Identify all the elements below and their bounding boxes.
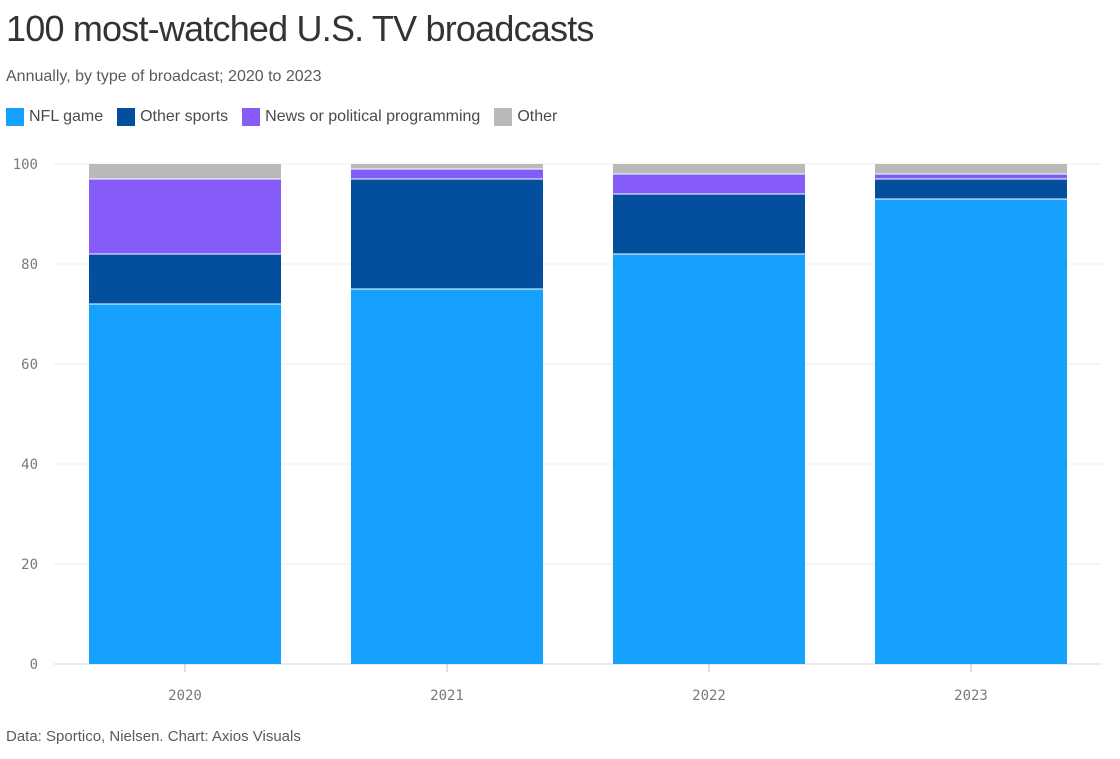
bar-2021-series-3 <box>351 164 543 169</box>
bar-2021-series-1 <box>351 179 543 289</box>
x-tick-label-2022: 2022 <box>692 688 726 704</box>
legend-swatch-news-political <box>242 108 261 126</box>
x-tick-label-2021: 2021 <box>430 688 464 704</box>
x-tick-label-2020: 2020 <box>168 688 202 704</box>
bar-2020-series-2 <box>89 179 281 254</box>
bar-2023-series-0 <box>875 199 1067 664</box>
bar-2023-series-3 <box>875 164 1067 174</box>
bar-2023-series-1 <box>875 179 1067 199</box>
stacked-bar-chart: 0 20 40 60 80 100 2020 2021 2022 2023 <box>13 157 1102 704</box>
legend-label-nfl-game: NFL game <box>29 108 104 125</box>
legend-item-news-political: News or political programming <box>242 108 480 126</box>
chart-title: 100 most-watched U.S. TV broadcasts <box>6 8 594 49</box>
y-tick-label-60: 60 <box>21 357 38 373</box>
legend-label-news-political: News or political programming <box>265 108 481 125</box>
bar-2020-series-0 <box>89 304 281 664</box>
legend-label-other: Other <box>517 108 558 125</box>
legend-item-other-sports: Other sports <box>117 108 228 126</box>
legend-label-other-sports: Other sports <box>140 108 229 125</box>
bar-2022-series-3 <box>613 164 805 174</box>
y-tick-label-80: 80 <box>21 257 38 273</box>
bar-2023-series-2 <box>875 174 1067 179</box>
bar-2020-series-1 <box>89 254 281 304</box>
bar-2022-series-2 <box>613 174 805 194</box>
y-tick-label-20: 20 <box>21 557 38 573</box>
legend: NFL game Other sports News or political … <box>6 106 571 128</box>
source-note: Data: Sportico, Nielsen. Chart: Axios Vi… <box>6 728 301 745</box>
legend-swatch-other-sports <box>117 108 136 126</box>
legend-swatch-other <box>494 108 513 126</box>
bar-2021-series-0 <box>351 289 543 664</box>
bar-2021-series-2 <box>351 169 543 179</box>
chart-subtitle: Annually, by type of broadcast; 2020 to … <box>6 68 322 85</box>
y-tick-label-0: 0 <box>30 657 38 673</box>
bar-2022-series-1 <box>613 194 805 254</box>
x-tick-label-2023: 2023 <box>954 688 988 704</box>
bar-2020-series-3 <box>89 164 281 179</box>
y-tick-label-40: 40 <box>21 457 38 473</box>
legend-item-other: Other <box>494 108 557 126</box>
y-tick-label-100: 100 <box>13 157 38 173</box>
bar-2022-series-0 <box>613 254 805 664</box>
legend-swatch-nfl-game <box>6 108 24 126</box>
legend-item-nfl-game: NFL game <box>6 108 103 126</box>
